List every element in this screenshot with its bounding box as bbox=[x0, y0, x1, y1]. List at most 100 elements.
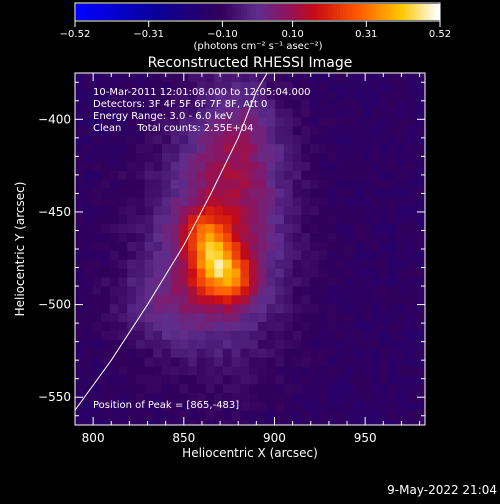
heatmap-cell bbox=[257, 348, 268, 359]
heatmap-cell bbox=[370, 393, 381, 403]
heatmap-cell bbox=[327, 277, 337, 288]
heatmap-cell bbox=[362, 366, 372, 376]
heatmap-cell bbox=[249, 348, 259, 359]
heatmap-cell bbox=[414, 384, 424, 394]
heatmap-cell bbox=[188, 144, 198, 154]
heatmap-cell bbox=[109, 117, 120, 127]
heatmap-cell bbox=[301, 73, 311, 83]
heatmap-cell bbox=[214, 117, 224, 127]
heatmap-cell bbox=[414, 188, 424, 199]
heatmap-cell bbox=[414, 304, 424, 314]
heatmap-cell bbox=[83, 375, 93, 385]
heatmap-cell bbox=[388, 348, 398, 359]
heatmap-cell bbox=[118, 330, 128, 341]
heatmap-cell bbox=[196, 286, 207, 296]
heatmap-cell bbox=[231, 126, 241, 136]
heatmap-cell bbox=[240, 339, 250, 350]
heatmap-cell bbox=[344, 321, 355, 332]
heatmap-cell bbox=[127, 321, 137, 332]
heatmap-cell bbox=[249, 197, 259, 207]
heatmap-cell bbox=[109, 277, 120, 288]
heatmap-cell bbox=[353, 179, 363, 190]
heatmap-cell bbox=[75, 135, 85, 145]
colorbar-segment bbox=[412, 4, 416, 20]
heatmap-cell bbox=[257, 170, 268, 181]
colorbar-segment bbox=[235, 4, 239, 20]
heatmap-cell bbox=[92, 339, 102, 350]
heatmap-cell bbox=[275, 81, 285, 92]
heatmap-cell bbox=[240, 144, 250, 154]
heatmap-cell bbox=[249, 321, 259, 332]
heatmap-cell bbox=[162, 188, 172, 199]
heatmap-cell bbox=[118, 108, 128, 119]
heatmap-cell bbox=[92, 286, 102, 296]
heatmap-cell bbox=[109, 108, 120, 119]
heatmap-cell bbox=[109, 339, 120, 350]
colorbar-gradient bbox=[76, 4, 440, 20]
heatmap-cell bbox=[118, 90, 128, 101]
heatmap-cell bbox=[353, 321, 363, 332]
heatmap-cell bbox=[75, 224, 85, 234]
heatmap-cell bbox=[83, 233, 93, 243]
heatmap-cell bbox=[127, 241, 137, 252]
heatmap-cell bbox=[301, 330, 311, 341]
heatmap-cell bbox=[405, 81, 416, 92]
heatmap-cell bbox=[397, 330, 407, 341]
heatmap-cell bbox=[362, 410, 372, 421]
heatmap-cell bbox=[101, 286, 111, 296]
heatmap-cell bbox=[170, 304, 181, 314]
heatmap-cell bbox=[397, 90, 407, 101]
heatmap-cell bbox=[231, 357, 241, 368]
heatmap-cell bbox=[405, 313, 416, 323]
heatmap-cell bbox=[144, 170, 154, 181]
heatmap-cell bbox=[362, 375, 372, 385]
heatmap-cell bbox=[310, 330, 320, 341]
heatmap-cell bbox=[301, 241, 311, 252]
heatmap-cell bbox=[292, 135, 302, 145]
heatmap-cell bbox=[388, 135, 398, 145]
heatmap-cell bbox=[205, 108, 215, 119]
heatmap-cell bbox=[423, 99, 425, 110]
colorbar-segment bbox=[166, 4, 170, 20]
heatmap-cell bbox=[118, 73, 128, 83]
heatmap-cell bbox=[370, 144, 381, 154]
heatmap-cell bbox=[318, 108, 329, 119]
heatmap-cell bbox=[179, 233, 189, 243]
heatmap-cell bbox=[423, 419, 425, 425]
heatmap-cell bbox=[188, 108, 198, 119]
heatmap-cell bbox=[153, 135, 163, 145]
heatmap-cell bbox=[275, 366, 285, 376]
heatmap-cell bbox=[179, 339, 189, 350]
heatmap-cell bbox=[388, 161, 398, 172]
colorbar-segment bbox=[355, 4, 359, 20]
heatmap-cell bbox=[222, 99, 233, 110]
heatmap-cell bbox=[414, 179, 424, 190]
heatmap-cell bbox=[188, 233, 198, 243]
heatmap-cell bbox=[379, 268, 389, 279]
heatmap-cell bbox=[214, 135, 224, 145]
heatmap-cell bbox=[344, 108, 355, 119]
heatmap-cell bbox=[222, 81, 233, 92]
heatmap-cell bbox=[170, 215, 181, 225]
heatmap-cell bbox=[301, 304, 311, 314]
heatmap-cell bbox=[353, 419, 363, 425]
heatmap-cell bbox=[301, 126, 311, 136]
colorbar-segment bbox=[106, 4, 110, 20]
heatmap-cell bbox=[179, 295, 189, 305]
heatmap-cell bbox=[344, 419, 355, 425]
heatmap-cell bbox=[205, 366, 215, 376]
heatmap-cell bbox=[257, 117, 268, 127]
heatmap-cell bbox=[292, 170, 302, 181]
heatmap-cell bbox=[101, 339, 111, 350]
heatmap-cell bbox=[144, 179, 154, 190]
heatmap-cell bbox=[214, 339, 224, 350]
heatmap-cell bbox=[257, 215, 268, 225]
heatmap-cell bbox=[214, 268, 224, 279]
heatmap-cell bbox=[353, 259, 363, 270]
heatmap-cell bbox=[327, 144, 337, 154]
heatmap-cell bbox=[388, 250, 398, 261]
heatmap-cell bbox=[222, 277, 233, 288]
heatmap-cell bbox=[257, 108, 268, 119]
heatmap-cell bbox=[222, 135, 233, 145]
heatmap-cell bbox=[153, 170, 163, 181]
